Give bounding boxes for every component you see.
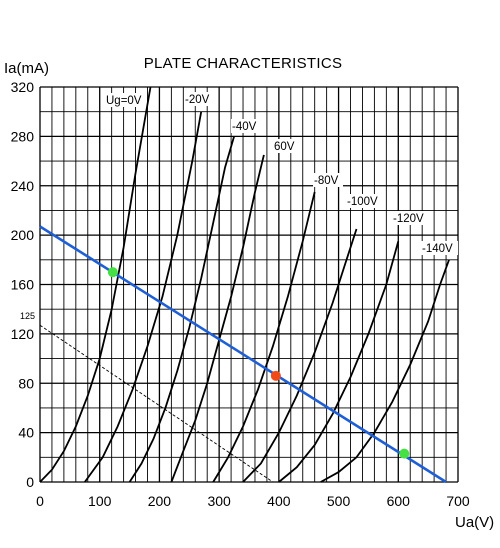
x-tick-label: 300: [207, 493, 231, 509]
curve-label: -100V: [347, 196, 378, 208]
curve-line: [39, 86, 152, 483]
curve-line: [84, 111, 203, 483]
dashed-line-group: 125: [20, 311, 274, 483]
curve-line: [128, 136, 235, 483]
curve-label-bg: [273, 139, 296, 153]
operating-point: [399, 448, 410, 459]
curve-line: [278, 241, 400, 483]
curve-label-bg: [392, 211, 429, 225]
y-tick-label: 40: [18, 425, 34, 441]
dashed-line-label: 125: [20, 311, 35, 321]
y-tick-label: 0: [26, 474, 34, 490]
y-tick-label: 80: [18, 375, 34, 391]
curve-label-bg: [421, 241, 458, 255]
points-group: [107, 267, 410, 459]
curve-line: [320, 259, 450, 483]
grid: [39, 86, 459, 483]
y-tick-label: 240: [11, 178, 35, 194]
x-tick-label: 100: [88, 493, 112, 509]
curve-label-bg: [346, 194, 383, 208]
curve-label: -40V: [232, 121, 257, 133]
y-tick-label: 200: [11, 227, 35, 243]
curve-label-bg: [231, 119, 261, 133]
curve-label: -140V: [422, 243, 453, 255]
chart-title: PLATE CHARACTERISTICS: [144, 55, 343, 72]
y-tick-label: 320: [11, 79, 35, 95]
x-axis-label: Ua(V): [455, 514, 494, 531]
dashed-line: [39, 324, 274, 483]
x-tick-label: 700: [446, 493, 470, 509]
curve-label-bg: [313, 173, 343, 187]
y-axis-label: Ia(mA): [4, 60, 49, 77]
curve-label: -120V: [393, 213, 424, 225]
curve-labels: Ug=0V -20V -40V 60V -80V -100V -120V -140V: [105, 92, 458, 255]
y-tick-label: 160: [11, 277, 35, 293]
curve-label: -20V: [185, 94, 210, 106]
axis-ticks: 0 100 200 300 400 500 600 700 0 40 80 120 160 200 240 2…: [11, 79, 470, 509]
operating-point: [107, 267, 118, 278]
load-line: [39, 225, 447, 484]
x-tick-label: 600: [387, 493, 411, 509]
x-tick-label: 200: [148, 493, 172, 509]
curve-line: [242, 228, 358, 483]
curve-label-bg: [105, 93, 142, 107]
x-tick-label: 0: [36, 493, 44, 509]
load-line-group: [39, 225, 447, 484]
operating-point: [270, 370, 281, 381]
y-tick-label: 120: [11, 326, 35, 342]
x-tick-label: 500: [327, 493, 351, 509]
curve-label: -80V: [314, 175, 339, 187]
y-tick-label: 280: [11, 128, 35, 144]
curve-label: Ug=0V: [106, 95, 142, 107]
curve-label: 60V: [274, 141, 295, 153]
x-tick-label: 400: [267, 493, 291, 509]
curve-label-bg: [184, 92, 214, 106]
